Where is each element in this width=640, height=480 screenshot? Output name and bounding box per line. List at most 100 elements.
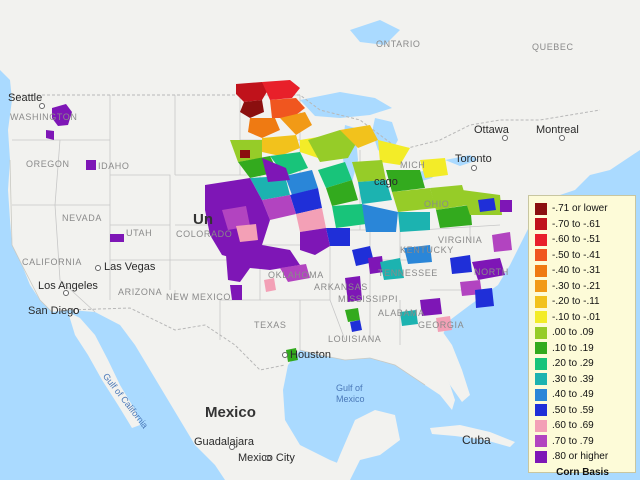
legend-label: .00 to .09 (552, 327, 594, 339)
land-baja (68, 312, 140, 428)
legend-item: -.50 to -.41 (535, 248, 630, 264)
legend-label: -.30 to -.21 (552, 280, 601, 292)
legend-label: -.40 to -.31 (552, 265, 601, 277)
label-virginia: VIRGINIA (438, 235, 483, 245)
label-mississippi: MISSISSIPPI (338, 294, 399, 304)
city-markers (39, 103, 565, 461)
legend-label: .80 or higher (552, 451, 609, 463)
legend-label: .40 to .49 (552, 389, 594, 401)
legend-swatch (535, 435, 547, 448)
legend-items: -.71 or lower -.70 to -.61 -.60 to -.51 -.5… (535, 201, 630, 465)
legend-label: -.20 to -.11 (552, 296, 600, 308)
legend-item: .70 to .79 (535, 434, 630, 450)
label-louisiana: LOUISIANA (328, 334, 382, 344)
legend-swatch (535, 419, 547, 432)
label-quebec: QUEBEC (532, 42, 574, 52)
legend-item: .30 to .39 (535, 372, 630, 388)
label-tennessee: TENNESSEE (378, 268, 438, 278)
legend-label: .60 to .69 (552, 420, 594, 432)
legend-item: .60 to .69 (535, 418, 630, 434)
legend-item: -.30 to -.21 (535, 279, 630, 295)
legend-item: .10 to .19 (535, 341, 630, 357)
legend-swatch (535, 450, 547, 463)
label-los-angeles: Los Angeles (38, 280, 98, 292)
label-montreal: Montreal (536, 124, 579, 136)
water-gulf-california (95, 318, 160, 410)
coastline (9, 159, 426, 386)
label-mexico-city: Mexico City (238, 452, 295, 464)
label-ottawa: Ottawa (474, 124, 509, 136)
label-georgia: GEORGIA (418, 320, 465, 330)
label-mexico: Mexico (205, 404, 256, 421)
legend-swatch (535, 295, 547, 308)
legend-swatch (535, 280, 547, 293)
legend-item: -.70 to -.61 (535, 217, 630, 233)
legend-item: .80 or higher (535, 449, 630, 465)
label-san-diego: San Diego (28, 305, 80, 317)
legend-label: -.70 to -.61 (552, 218, 601, 230)
legend-label: -.60 to -.51 (552, 234, 601, 246)
legend-swatch (535, 264, 547, 277)
label-guadalajara: Guadalajara (194, 436, 254, 448)
basis-county-patches (46, 80, 512, 362)
label-north-carolina: NORTH (474, 267, 509, 277)
label-oklahoma: OKLAHOMA (268, 270, 324, 280)
legend-item: .40 to .49 (535, 387, 630, 403)
label-colorado: COLORADO (176, 229, 233, 239)
legend-swatch (535, 373, 547, 386)
label-nevada: NEVADA (62, 213, 102, 223)
label-ontario: ONTARIO (376, 39, 421, 49)
label-seattle: Seattle (8, 92, 43, 104)
legend-label: -.71 or lower (552, 203, 608, 215)
legend-item: -.71 or lower (535, 201, 630, 217)
label-oregon: OREGON (26, 159, 70, 169)
legend-swatch (535, 233, 547, 246)
legend-item: -.20 to -.11 (535, 294, 630, 310)
legend-label: -.10 to -.01 (552, 311, 601, 323)
land-yucatan (330, 410, 400, 480)
label-washington: WASHINGTON (10, 112, 78, 122)
legend-title: Corn Basis (556, 466, 609, 478)
legend-label: .20 to .29 (552, 358, 594, 370)
label-utah: UTAH (126, 228, 153, 238)
label-california: CALIFORNIA (22, 257, 83, 267)
label-toronto: Toronto (455, 153, 492, 165)
legend-swatch (535, 202, 547, 215)
mexico-border (67, 307, 286, 371)
legend-swatch (535, 311, 547, 324)
land-cuba (430, 425, 515, 447)
legend-swatch (535, 357, 547, 370)
legend-label: -.50 to -.41 (552, 249, 601, 261)
legend-item: -.10 to -.01 (535, 310, 630, 326)
land-florida (415, 328, 470, 402)
label-ohio: OHIO (424, 199, 450, 209)
label-gulf-mexico-1: Gulf of (336, 383, 363, 393)
legend-swatch (535, 388, 547, 401)
label-michigan: MICH (400, 160, 426, 170)
label-chicago: cago (374, 176, 398, 188)
legend-swatch (535, 342, 547, 355)
legend-label: .10 to .19 (552, 342, 594, 354)
label-new-mexico: NEW MEXICO (166, 292, 232, 302)
label-texas: TEXAS (254, 320, 287, 330)
legend-swatch (535, 218, 547, 231)
label-kentucky: KENTUCKY (400, 245, 454, 255)
label-las-vegas: Las Vegas (104, 261, 156, 273)
label-arkansas: ARKANSAS (314, 282, 368, 292)
legend-swatch (535, 249, 547, 262)
legend-label: .50 to .59 (552, 404, 594, 416)
legend-label: .30 to .39 (552, 373, 594, 385)
legend-label: .70 to .79 (552, 435, 594, 447)
legend-item: .20 to .29 (535, 356, 630, 372)
label-gulf-mexico-2: Mexico (336, 394, 365, 404)
legend-item: -.60 to -.51 (535, 232, 630, 248)
legend-item: .50 to .59 (535, 403, 630, 419)
legend-item: -.40 to -.31 (535, 263, 630, 279)
label-alabama: ALABAMA (378, 308, 425, 318)
label-arizona: ARIZONA (118, 287, 163, 297)
legend-swatch (535, 326, 547, 339)
legend-swatch (535, 404, 547, 417)
label-houston: Houston (290, 349, 331, 361)
label-cuba: Cuba (462, 433, 491, 447)
legend-item: .00 to .09 (535, 325, 630, 341)
